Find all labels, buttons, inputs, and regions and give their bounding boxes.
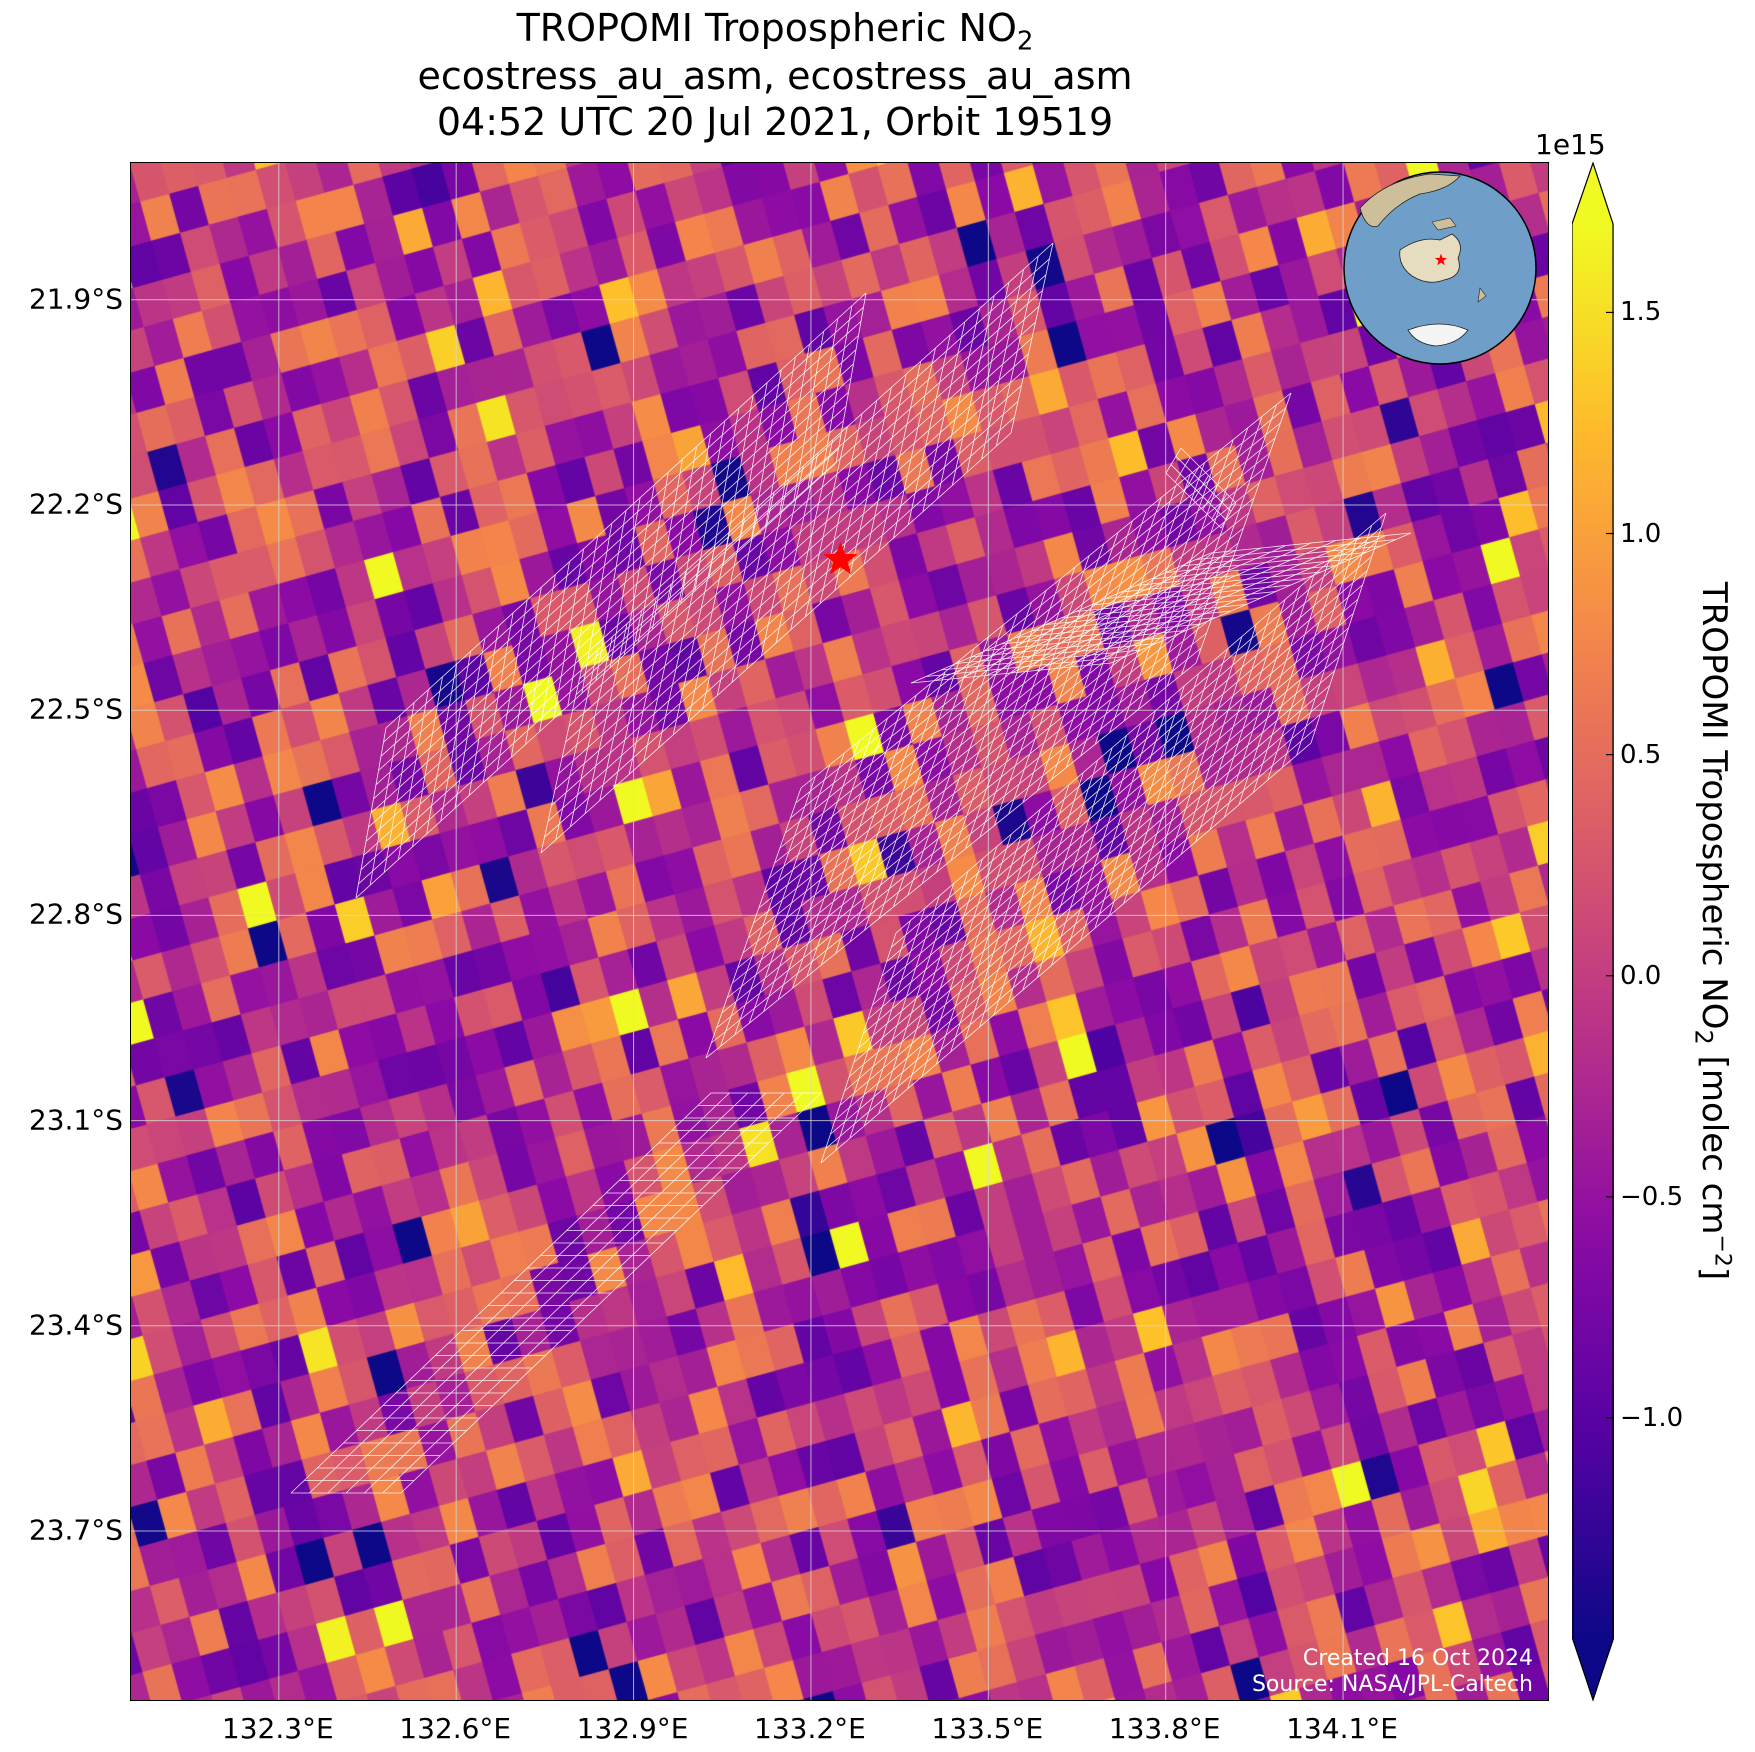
lat-tick-label: 23.4°S: [28, 1308, 123, 1342]
lat-tick-label: 22.5°S: [28, 692, 123, 726]
chart-title-line2: ecostress_au_asm, ecostress_au_asm: [417, 54, 1133, 98]
colorbar-tick-label: −1.0: [1620, 1402, 1684, 1433]
lon-tick-label: 132.3°E: [221, 1712, 334, 1745]
swath-scene-1: [355, 292, 867, 899]
lat-tick-label: 23.1°S: [28, 1103, 123, 1137]
lon-tick-label: 133.8°E: [1108, 1712, 1221, 1745]
map-overlay: [131, 163, 1548, 1700]
credit-text: Created 16 Oct 2024 Source: NASA/JPL-Cal…: [1252, 1646, 1533, 1698]
globe-asia: [1359, 173, 1461, 227]
swath-scene-3: [705, 392, 1292, 1059]
lon-tick-label: 133.5°E: [931, 1712, 1044, 1745]
colorbar-multiplier: 1e15: [1535, 128, 1606, 161]
colorbar-label: TROPOMI Tropospheric NO2 [molec cm−2]: [1689, 581, 1735, 1281]
map-plot-area[interactable]: [130, 162, 1549, 1701]
no2-pixel-grid: [131, 163, 1548, 1700]
globe-islands: [1431, 217, 1457, 231]
swath-scene-7: [910, 532, 1412, 684]
chart-title-line3: 04:52 UTC 20 Jul 2021, Orbit 19519: [436, 100, 1114, 144]
swath-scene-4: [820, 512, 1387, 1164]
site-star-marker: [823, 541, 858, 575]
lon-tick-label: 132.6°E: [399, 1712, 512, 1745]
lat-tick-label: 22.8°S: [28, 897, 123, 931]
chart-title-line1: TROPOMI Tropospheric NO2: [516, 6, 1034, 57]
colorbar-tick-label: 1.0: [1620, 518, 1662, 549]
lat-tick-label: 21.9°S: [28, 282, 123, 316]
lon-tick-label: 133.2°E: [754, 1712, 866, 1745]
lat-tick-label: 22.2°S: [28, 487, 123, 521]
lon-tick-label: 132.9°E: [576, 1712, 689, 1745]
swath-scene-2: [540, 242, 1054, 854]
lon-tick-label: 134.1°E: [1286, 1712, 1398, 1745]
colorbar-tick-label: 1.5: [1620, 297, 1662, 328]
created-date: Created 16 Oct 2024: [1302, 1646, 1533, 1671]
colorbar-tick-label: 0.5: [1620, 739, 1662, 770]
colorbar-extend-max: [1572, 162, 1614, 224]
colorbar: [1572, 162, 1614, 1701]
colorbar-gradient: [1572, 224, 1614, 1639]
globe-star-marker: [1434, 253, 1448, 266]
globe-new-zealand: [1477, 287, 1487, 303]
globe-australia: [1399, 233, 1461, 283]
inset-globe: [1343, 171, 1537, 365]
colorbar-extend-min: [1572, 1639, 1614, 1701]
globe-antarctica: [1407, 323, 1469, 347]
lat-tick-label: 23.7°S: [28, 1513, 123, 1547]
colorbar-tick-label: 0.0: [1620, 960, 1662, 991]
colorbar-outline: [1572, 162, 1614, 1701]
source-credit: Source: NASA/JPL-Caltech: [1251, 1672, 1533, 1697]
swath-scene-6: [1165, 447, 1237, 529]
colorbar-tick-label: −0.5: [1620, 1181, 1684, 1212]
swath-scene-5: [290, 1092, 822, 1494]
